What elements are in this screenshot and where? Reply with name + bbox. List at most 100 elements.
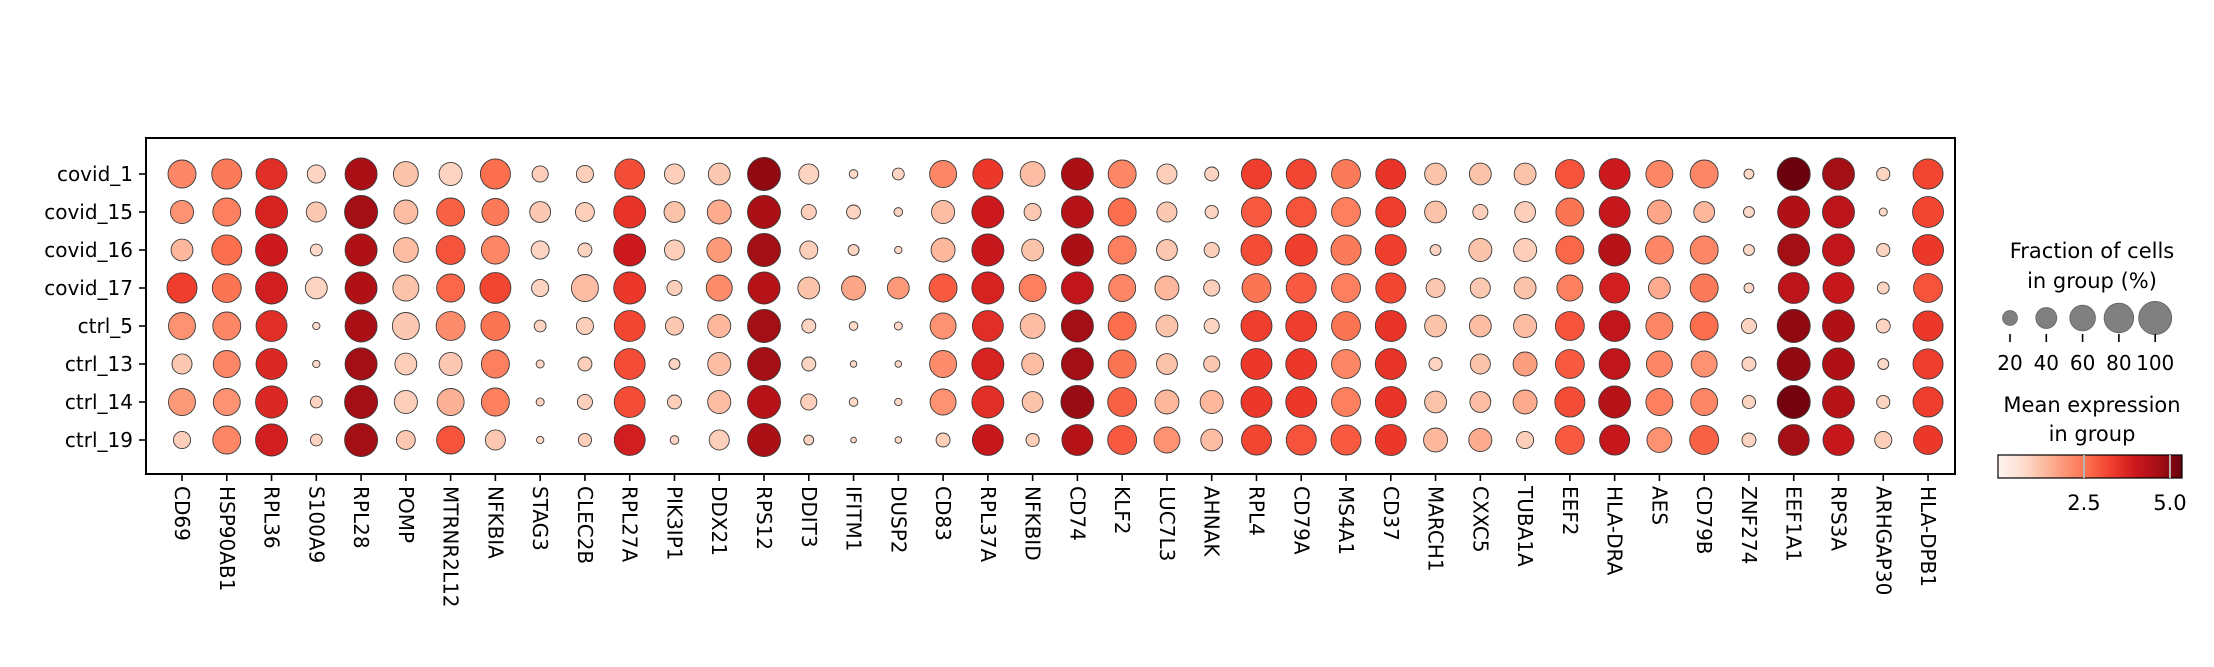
- dot: [168, 388, 196, 416]
- dot: [1512, 389, 1538, 415]
- dot: [479, 272, 512, 304]
- dot: [1743, 168, 1755, 180]
- dot: [972, 158, 1004, 190]
- dot: [172, 430, 192, 450]
- dot: [1822, 424, 1855, 456]
- dot: [344, 347, 378, 381]
- dot: [1690, 388, 1719, 416]
- dot: [1513, 162, 1537, 186]
- dot: [1469, 391, 1492, 413]
- dot: [1156, 163, 1178, 185]
- size-legend-title-line2: in group (%): [2027, 269, 2157, 293]
- dot: [484, 429, 506, 451]
- dot: [613, 310, 646, 342]
- dot: [1061, 424, 1094, 456]
- dot: [1204, 204, 1219, 220]
- dot: [1599, 424, 1631, 456]
- dot: [1108, 274, 1137, 302]
- dot: [930, 237, 956, 263]
- dot: [1284, 233, 1318, 267]
- dot: [480, 235, 510, 265]
- dot: [1429, 244, 1442, 256]
- dot: [706, 199, 732, 225]
- dot: [613, 271, 647, 305]
- dot: [1019, 313, 1046, 339]
- dot: [894, 436, 903, 444]
- col-label: EEF2: [1558, 486, 1582, 536]
- dot: [479, 158, 511, 190]
- dot: [1155, 314, 1179, 338]
- col-label: DDX21: [707, 486, 731, 556]
- colorbar: [1997, 454, 2183, 479]
- dot: [171, 353, 193, 375]
- dot: [1240, 158, 1272, 190]
- row-label: ctrl_19: [65, 428, 133, 452]
- col-label: MS4A1: [1334, 486, 1358, 555]
- dot: [1425, 278, 1446, 298]
- dot: [255, 195, 288, 229]
- dot: [1513, 276, 1537, 300]
- row-label: covid_16: [44, 238, 133, 262]
- dot: [530, 240, 550, 260]
- dot: [1646, 199, 1672, 225]
- dot: [575, 164, 594, 184]
- dot: [613, 233, 647, 267]
- dot: [393, 390, 418, 415]
- dot: [212, 311, 242, 341]
- dot: [706, 237, 733, 263]
- dot: [531, 278, 550, 298]
- dot: [1689, 311, 1719, 341]
- dot: [929, 350, 958, 378]
- dot: [848, 321, 859, 331]
- col-label: AHNAK: [1200, 486, 1224, 557]
- colorbar-tick-label: 5.0: [2153, 491, 2186, 515]
- dot: [1468, 237, 1493, 262]
- dot: [1598, 385, 1632, 419]
- dot: [747, 347, 781, 381]
- dot: [1875, 318, 1891, 334]
- dot: [1374, 386, 1407, 418]
- dot: [1021, 238, 1045, 262]
- dot: [1468, 428, 1493, 453]
- dot: [305, 201, 327, 223]
- dot: [1598, 196, 1631, 228]
- col-label: AES: [1647, 486, 1671, 525]
- dot: [1556, 274, 1584, 302]
- dot: [166, 272, 198, 304]
- dot: [1690, 350, 1718, 378]
- dot: [395, 430, 416, 450]
- dot: [1777, 195, 1811, 229]
- dot: [707, 352, 732, 377]
- dot: [1598, 233, 1632, 267]
- dot: [1555, 197, 1585, 227]
- dot: [481, 198, 510, 226]
- dot: [393, 199, 419, 225]
- dot: [167, 159, 197, 189]
- dot: [747, 195, 781, 229]
- dot: [1285, 348, 1318, 380]
- dot: [1424, 162, 1447, 186]
- dot: [1060, 271, 1094, 305]
- dot: [1203, 241, 1220, 259]
- dot: [1107, 311, 1137, 341]
- plot-frame: [145, 137, 1956, 475]
- dot: [797, 276, 821, 300]
- dot: [1554, 349, 1585, 379]
- dot: [170, 238, 194, 262]
- dot: [1200, 428, 1224, 452]
- dot: [1645, 160, 1674, 188]
- dot: [1822, 157, 1855, 191]
- dot: [1240, 196, 1272, 228]
- col-label: RPL27A: [618, 486, 642, 563]
- dot: [212, 350, 241, 378]
- dot: [480, 349, 510, 379]
- dot: [1777, 424, 1810, 456]
- dot: [1285, 158, 1317, 190]
- dot: [1021, 352, 1045, 376]
- size-legend-title-line1: Fraction of cells: [2009, 239, 2175, 263]
- dot: [848, 169, 859, 179]
- col-label: RPS12: [752, 486, 776, 550]
- dot: [1912, 234, 1944, 266]
- dot: [1423, 427, 1449, 453]
